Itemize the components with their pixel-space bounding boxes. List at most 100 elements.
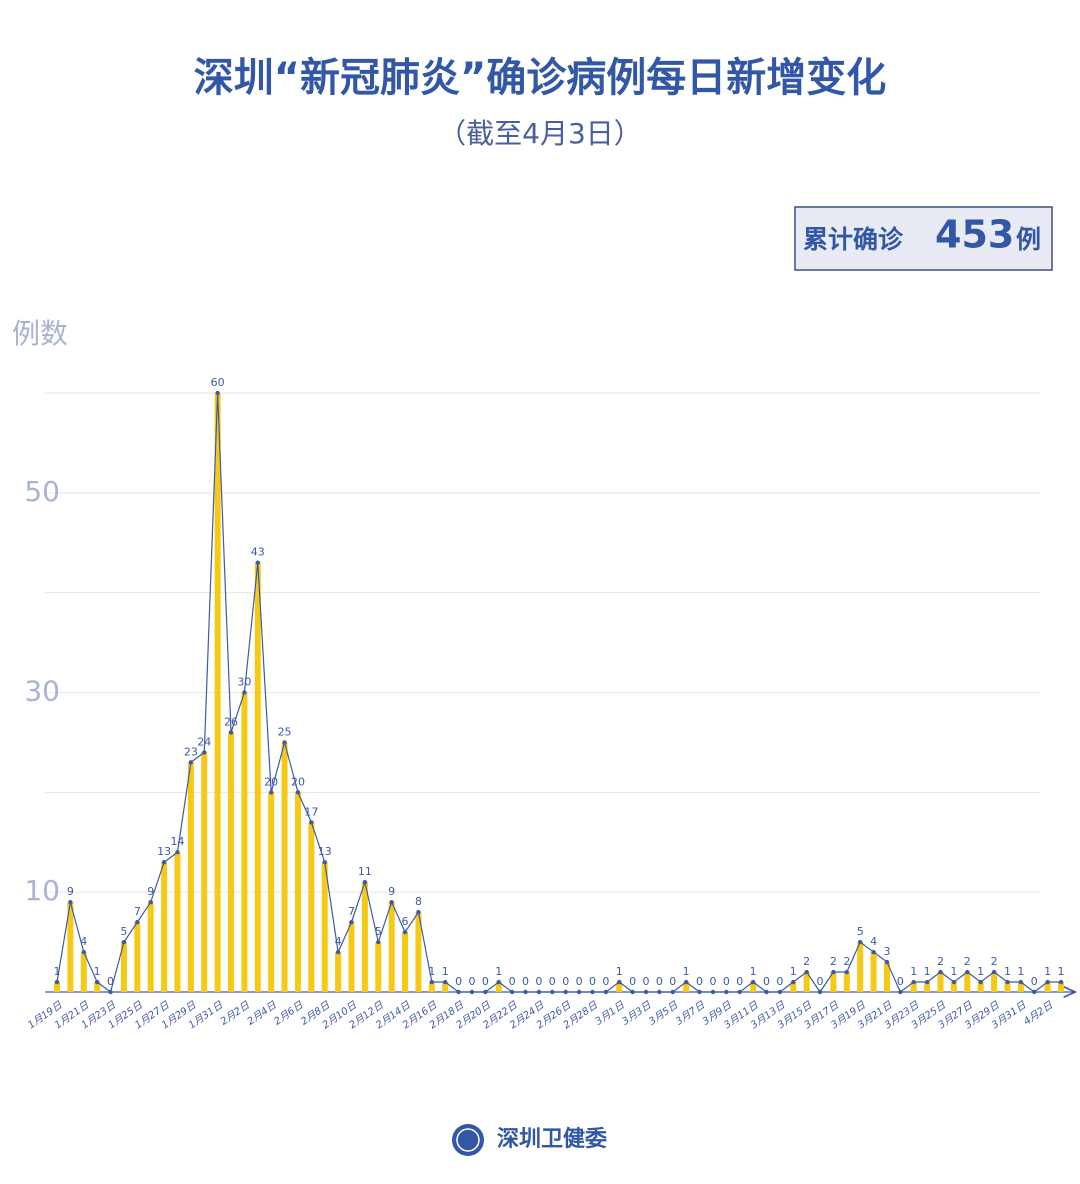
point [429, 979, 435, 985]
bar [388, 902, 395, 992]
chart-title: 深圳“新冠肺炎”确诊病例每日新增变化 [194, 55, 887, 101]
point [362, 879, 368, 885]
y-axis-label: 例数 [12, 317, 68, 350]
value-label: 1 [924, 965, 931, 978]
point [630, 989, 635, 995]
point [643, 989, 649, 995]
value-label: 26 [224, 715, 238, 728]
value-label: 30 [237, 676, 251, 689]
point [978, 979, 983, 985]
bar [54, 982, 60, 992]
value-label: 7 [134, 905, 141, 918]
value-label: 0 [455, 975, 462, 988]
value-label: 0 [736, 975, 743, 988]
value-label: 9 [67, 885, 74, 898]
value-label: 0 [643, 975, 650, 988]
value-label: 1 [910, 965, 917, 978]
total-box-frame [794, 206, 1053, 271]
bar [187, 762, 194, 992]
value-label: 1 [428, 965, 435, 978]
point [831, 969, 836, 975]
bar [910, 982, 917, 992]
value-label: 3 [883, 945, 890, 958]
point [911, 979, 916, 985]
bar [281, 742, 288, 992]
point [228, 730, 234, 735]
value-label: 0 [562, 975, 569, 988]
value-label: 2 [964, 955, 971, 968]
y-tick-label: 50 [24, 475, 60, 508]
point [791, 979, 796, 985]
value-label: 1 [790, 965, 797, 978]
bar [294, 792, 301, 992]
x-tick-label: 2月2日 [219, 999, 253, 1027]
value-label: 1 [1058, 965, 1065, 978]
bar [803, 972, 810, 992]
point [777, 989, 783, 995]
point [603, 989, 609, 995]
value-label: 0 [723, 975, 730, 988]
point [764, 989, 769, 995]
value-label: 0 [535, 975, 542, 988]
chart-subtitle: （截至4月3日） [438, 117, 642, 150]
point [81, 949, 86, 955]
value-label: 0 [509, 975, 516, 988]
value-label: 1 [977, 965, 984, 978]
y-tick-label: 30 [24, 675, 60, 708]
point [724, 989, 729, 995]
bar [870, 952, 877, 992]
point [924, 979, 930, 985]
value-label: 4 [335, 935, 342, 948]
point [965, 969, 970, 975]
bar [750, 982, 757, 992]
point [282, 740, 287, 745]
point [536, 989, 542, 995]
value-label: 9 [147, 885, 154, 898]
point [991, 969, 997, 975]
value-label: 20 [291, 775, 305, 788]
value-label: 13 [318, 845, 332, 858]
bar [991, 972, 998, 992]
bar [375, 942, 382, 992]
value-label: 1 [94, 965, 101, 978]
bar [977, 982, 984, 992]
x-tick-label: 2月4日 [246, 999, 280, 1027]
bar [94, 982, 101, 992]
point [737, 989, 742, 995]
value-label: 7 [348, 905, 355, 918]
value-label: 13 [157, 845, 171, 858]
bar [1058, 982, 1064, 992]
bar [843, 972, 850, 992]
point [188, 760, 194, 765]
value-label: 43 [251, 546, 265, 559]
bar [495, 982, 502, 992]
value-label: 0 [656, 975, 663, 988]
value-label: 8 [415, 895, 422, 908]
value-label: 5 [857, 925, 864, 938]
bar [80, 952, 87, 992]
value-label: 1 [683, 965, 690, 978]
point [683, 979, 689, 985]
x-tick-label: 2月6日 [272, 999, 306, 1027]
point [94, 979, 100, 985]
value-label: 0 [709, 975, 716, 988]
bar [254, 562, 261, 992]
point [1032, 989, 1037, 995]
bar [201, 752, 208, 992]
value-label: 1 [495, 965, 502, 978]
value-label: 4 [80, 935, 87, 948]
value-label: 0 [549, 975, 556, 988]
point [670, 989, 675, 995]
value-label: 0 [669, 975, 676, 988]
point [523, 989, 528, 995]
point [697, 989, 702, 995]
bar [161, 862, 168, 992]
x-tick-label: 3月7日 [674, 999, 708, 1027]
bar [147, 902, 154, 992]
point [322, 860, 327, 865]
bar [67, 902, 74, 992]
value-label: 60 [211, 376, 225, 389]
value-label: 1 [1044, 965, 1051, 978]
point [255, 560, 260, 565]
bar [228, 732, 235, 992]
